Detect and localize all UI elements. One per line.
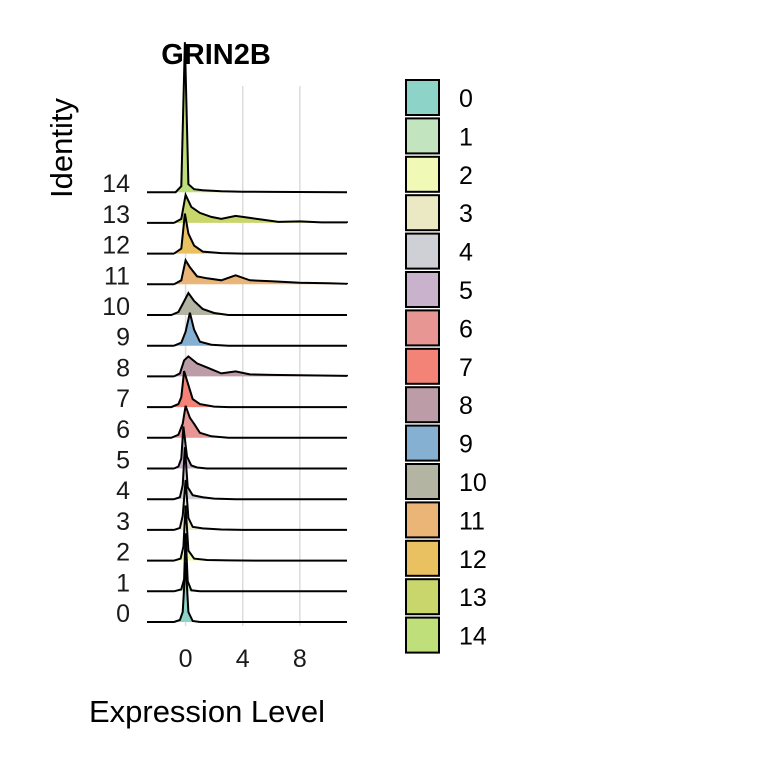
ridge-fill-12 bbox=[174, 213, 243, 254]
chart-title: GRIN2B bbox=[161, 39, 271, 71]
legend-swatch-7 bbox=[405, 347, 440, 385]
y-tick-label-8: 8 bbox=[116, 354, 130, 382]
legend-swatch-14 bbox=[405, 616, 440, 654]
ridge-line-4 bbox=[147, 447, 347, 501]
ridge-line-2 bbox=[147, 505, 347, 562]
y-tick-label-1: 1 bbox=[116, 569, 130, 597]
legend-label-12: 12 bbox=[459, 546, 487, 574]
y-tick-label-0: 0 bbox=[116, 600, 130, 628]
ridges bbox=[147, 42, 348, 623]
y-tick-label-12: 12 bbox=[102, 232, 130, 260]
x-tick-label-0: 0 bbox=[179, 645, 193, 673]
legend-label-14: 14 bbox=[459, 623, 487, 651]
ridge-line-0 bbox=[147, 561, 347, 623]
ridge-line-14 bbox=[147, 42, 348, 194]
ridge-fill-11 bbox=[174, 260, 347, 285]
legend-swatch-13 bbox=[405, 578, 440, 616]
legend-swatch-9 bbox=[405, 424, 440, 462]
ridge-fill-9 bbox=[174, 312, 229, 346]
legend-swatch-0 bbox=[405, 79, 440, 116]
ridge-line-5 bbox=[147, 426, 347, 470]
ridge-line-6 bbox=[147, 405, 347, 439]
y-tick-label-5: 5 bbox=[116, 447, 130, 475]
x-tick-label-4: 4 bbox=[236, 645, 250, 673]
legend-swatch-1 bbox=[405, 117, 440, 155]
legend-swatch-10 bbox=[405, 463, 440, 500]
y-tick-label-3: 3 bbox=[116, 508, 130, 536]
ridge-line-1 bbox=[147, 533, 347, 593]
legend-label-13: 13 bbox=[459, 584, 487, 612]
legend-swatch-11 bbox=[405, 501, 440, 539]
x-axis-label: Expression Level bbox=[89, 694, 325, 729]
y-tick-label-7: 7 bbox=[116, 385, 130, 413]
ridge-fill-13 bbox=[174, 194, 347, 223]
legend-label-0: 0 bbox=[459, 85, 473, 113]
legend-swatch-5 bbox=[405, 271, 440, 308]
legend-label-8: 8 bbox=[459, 392, 473, 420]
y-tick-label-6: 6 bbox=[116, 416, 130, 444]
y-tick-label-13: 13 bbox=[102, 201, 130, 229]
ridge-line-9 bbox=[147, 312, 347, 347]
grid-lines bbox=[184, 86, 301, 626]
ridge-fill-6 bbox=[171, 405, 229, 438]
y-tick-label-14: 14 bbox=[102, 170, 130, 198]
legend-swatch-3 bbox=[405, 194, 440, 232]
y-tick-label-10: 10 bbox=[102, 293, 130, 321]
legend-label-1: 1 bbox=[459, 123, 473, 151]
legend-label-3: 3 bbox=[459, 200, 473, 228]
y-tick-label-9: 9 bbox=[116, 324, 130, 352]
y-tick-label-2: 2 bbox=[116, 539, 130, 567]
ridge-line-3 bbox=[147, 479, 347, 531]
legend-swatch-12 bbox=[405, 539, 440, 577]
ridge-fill-7 bbox=[171, 371, 229, 408]
ridge-fill-8 bbox=[174, 356, 347, 377]
ridge-line-8 bbox=[147, 355, 348, 378]
y-tick-label-11: 11 bbox=[104, 262, 130, 290]
legend-label-9: 9 bbox=[459, 431, 473, 459]
y-tick-label-4: 4 bbox=[116, 477, 130, 505]
ridge-line-11 bbox=[147, 257, 348, 286]
x-tick-label-8: 8 bbox=[293, 645, 307, 673]
legend-label-6: 6 bbox=[459, 315, 473, 343]
ridge-line-10 bbox=[147, 291, 347, 316]
x-tick-labels: 0 4 8 bbox=[179, 645, 307, 673]
legend-swatch-8 bbox=[405, 386, 440, 424]
ridge-fill-10 bbox=[171, 293, 229, 315]
legend-label-5: 5 bbox=[459, 277, 473, 305]
legend-swatch-6 bbox=[405, 309, 440, 347]
legend-label-2: 2 bbox=[459, 162, 473, 190]
ridge-line-12 bbox=[147, 213, 347, 255]
legend-label-10: 10 bbox=[459, 469, 487, 497]
legend-swatch-4 bbox=[405, 232, 440, 270]
y-axis-label: Identity bbox=[44, 98, 79, 198]
ridge-line-7 bbox=[147, 370, 347, 409]
legend-label-7: 7 bbox=[459, 354, 473, 382]
legend-label-4: 4 bbox=[459, 239, 473, 267]
ridge-line-13 bbox=[147, 191, 348, 224]
legend-swatch-2 bbox=[405, 155, 440, 193]
legend-label-11: 11 bbox=[459, 507, 485, 535]
